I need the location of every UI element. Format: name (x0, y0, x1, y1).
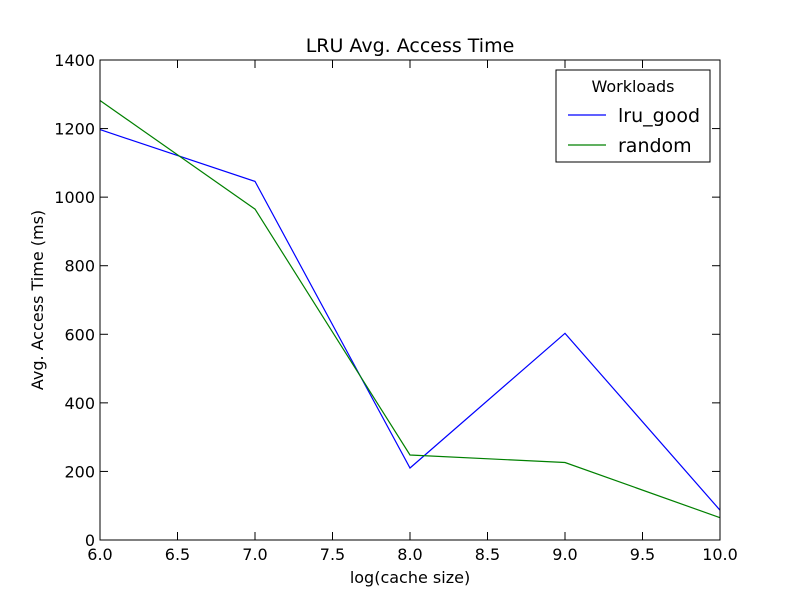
x-tick-label: 8.5 (475, 545, 500, 564)
plot-frame (99, 59, 721, 541)
x-tick-label: 7.5 (320, 545, 345, 564)
series-lines (99, 100, 721, 519)
x-tick-label: 6.5 (165, 545, 190, 564)
series-line-random (99, 100, 721, 519)
y-tick-label: 1200 (54, 120, 95, 139)
y-axis-title: Avg. Access Time (ms) (28, 210, 47, 390)
legend-box (555, 69, 711, 163)
y-tick-label: 800 (64, 257, 95, 276)
x-tick-label: 9.0 (552, 545, 577, 564)
y-tick-label: 600 (64, 325, 95, 344)
series-line-lru-good (99, 129, 721, 511)
x-axis-title: log(cache size) (350, 568, 470, 587)
legend-label: random (618, 135, 692, 157)
y-tick-label: 0 (85, 531, 95, 550)
y-tick-label: 1400 (54, 51, 95, 70)
x-tick-label: 8.0 (397, 545, 422, 564)
legend-label: lru_good (618, 105, 700, 127)
x-tick-label: 7.0 (242, 545, 267, 564)
chart-title: LRU Avg. Access Time (306, 35, 515, 57)
y-tick-label: 200 (64, 462, 95, 481)
x-tick-label: 10.0 (702, 545, 738, 564)
axis-ticks: 6.0 6.5 7.0 7.5 8.0 8.5 9.0 9.5 10.0 0 200 400 600 80… (54, 51, 738, 564)
y-tick-label: 400 (64, 394, 95, 413)
y-tick-label: 1000 (54, 188, 95, 207)
legend-title: Workloads (591, 77, 674, 96)
x-tick-label: 9.5 (630, 545, 655, 564)
x-tick-label: 6.0 (87, 545, 112, 564)
